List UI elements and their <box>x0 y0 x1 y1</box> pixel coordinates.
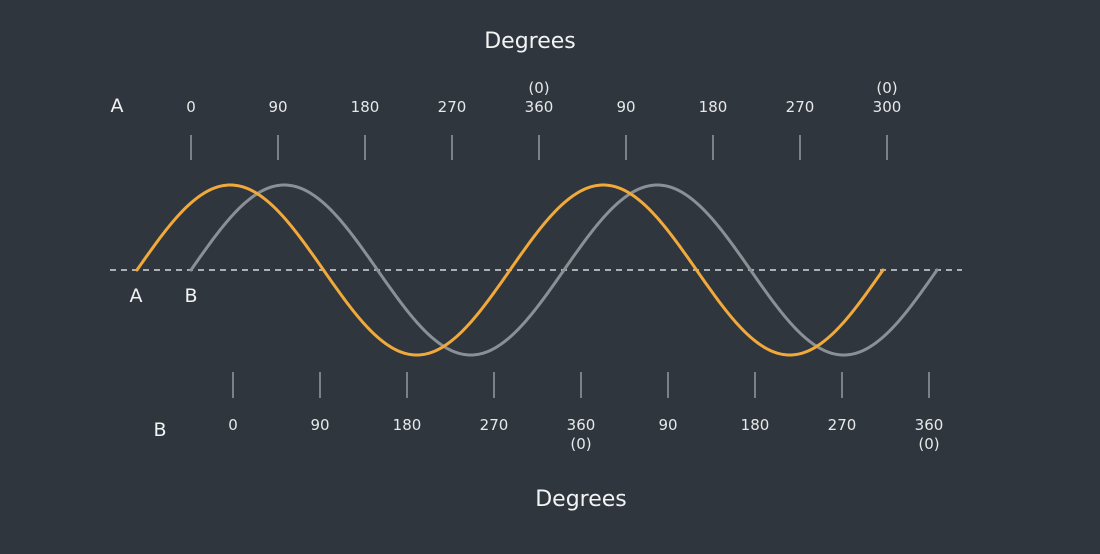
bottom-tick-label: 360 <box>567 416 596 434</box>
top-tick-sublabel: (0) <box>528 79 549 97</box>
wave-a <box>135 183 885 357</box>
bottom-tick-label: 90 <box>658 416 677 434</box>
bottom-tick-sublabel: (0) <box>918 435 939 453</box>
bottom-axis-title: Degrees <box>535 487 627 512</box>
top-tick-label: 90 <box>268 98 287 116</box>
bottom-axis-row-label: B <box>153 419 166 441</box>
wave-b-label: B <box>184 285 197 307</box>
top-axis-ticks: 0 90 180 270 360(0)90 180 270 300(0) <box>186 79 901 160</box>
top-axis-row-label: A <box>111 95 124 117</box>
top-tick-label: 90 <box>616 98 635 116</box>
bottom-axis-ticks: 0 90 180 270 360(0)90 180 270 360(0) <box>228 372 943 453</box>
top-tick-label: 270 <box>786 98 815 116</box>
top-degree-axis: Degrees A 0 90 180 270 360(0)90 180 270 300(0) <box>111 29 901 160</box>
bottom-tick-sublabel: (0) <box>570 435 591 453</box>
bottom-tick-label: 180 <box>741 416 770 434</box>
bottom-tick-label: 270 <box>480 416 509 434</box>
bottom-degree-axis: B 0 90 180 270 360(0)90 180 270 360(0) Degrees <box>153 372 943 512</box>
bottom-tick-label: 90 <box>310 416 329 434</box>
top-tick-label: 180 <box>351 98 380 116</box>
wave-a-label: A <box>130 285 143 307</box>
bottom-tick-label: 180 <box>393 416 422 434</box>
top-axis-title: Degrees <box>484 29 576 54</box>
top-tick-label: 180 <box>699 98 728 116</box>
bottom-tick-label: 360 <box>915 416 944 434</box>
wave-b <box>189 183 939 357</box>
bottom-tick-label: 0 <box>228 416 238 434</box>
top-tick-sublabel: (0) <box>876 79 897 97</box>
top-tick-label: 270 <box>438 98 467 116</box>
top-tick-label: 360 <box>525 98 554 116</box>
top-tick-label: 300 <box>873 98 902 116</box>
top-tick-label: 0 <box>186 98 196 116</box>
bottom-tick-label: 270 <box>828 416 857 434</box>
